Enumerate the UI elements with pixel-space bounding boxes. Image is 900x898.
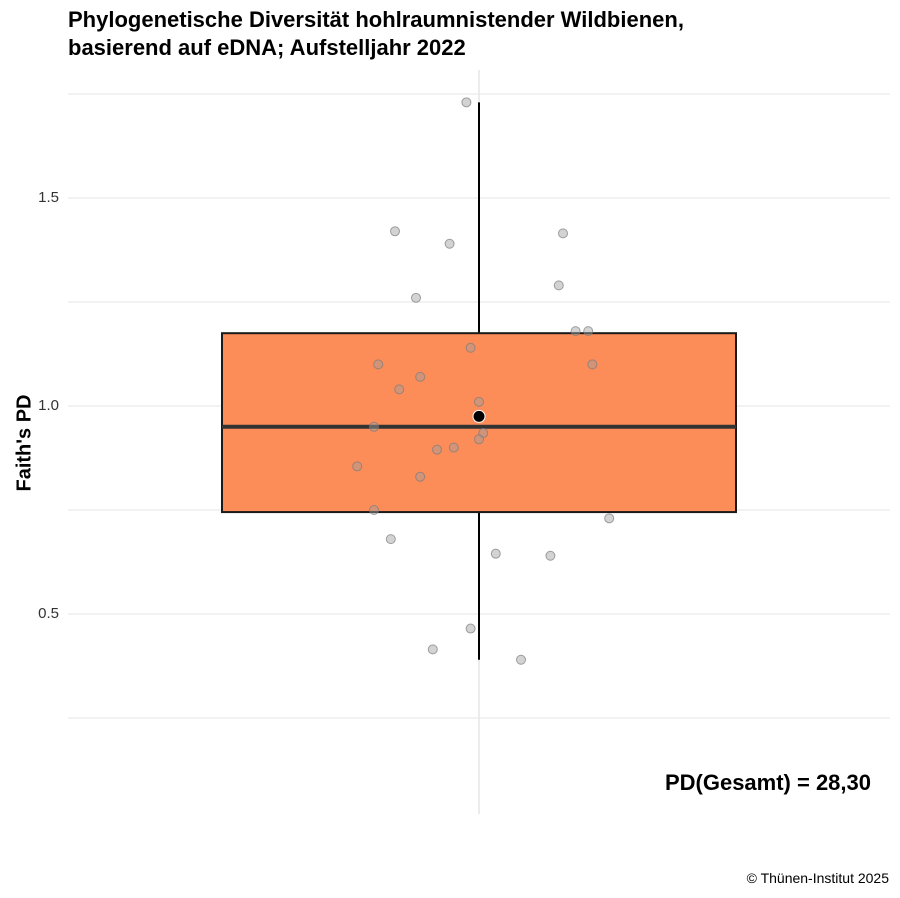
jitter-points <box>352 97 615 665</box>
data-point <box>369 421 379 432</box>
y-axis-ticks: 0.5 1.0 1.5 <box>38 189 59 622</box>
y-tick-label: 1.5 <box>38 189 59 206</box>
data-point <box>432 444 442 455</box>
y-tick-label: 1.0 <box>38 397 59 414</box>
copyright-caption: © Thünen-Institut 2025 <box>746 870 889 886</box>
data-point <box>583 326 594 337</box>
chart-title-line-1: Phylogenetische Diversität hohlraumniste… <box>68 7 684 32</box>
data-point <box>570 326 581 337</box>
data-point <box>604 513 615 524</box>
y-tick-label: 0.5 <box>38 605 59 622</box>
data-point <box>490 548 501 559</box>
data-point <box>587 359 598 370</box>
pd-total-annotation: PD(Gesamt) = 28,30 <box>665 770 871 795</box>
chart-title: Phylogenetische Diversität hohlraumniste… <box>68 6 684 62</box>
data-point <box>415 371 426 382</box>
data-point <box>558 228 568 239</box>
data-point <box>444 238 455 249</box>
y-axis-label: Faith's PD <box>13 395 35 492</box>
data-point <box>427 644 438 655</box>
data-point <box>516 654 526 665</box>
data-point <box>373 359 384 370</box>
data-point <box>390 226 400 237</box>
data-point <box>474 434 484 445</box>
data-point <box>465 623 476 634</box>
data-point <box>553 280 564 291</box>
data-point <box>545 550 556 561</box>
mean-point <box>472 409 486 423</box>
data-point <box>474 396 484 407</box>
data-point <box>411 292 421 303</box>
data-point <box>465 342 476 353</box>
data-point <box>352 461 363 472</box>
data-point <box>461 97 472 108</box>
data-point <box>448 442 459 453</box>
data-point <box>394 384 405 395</box>
data-point <box>369 505 379 515</box>
data-point <box>415 471 426 482</box>
data-point <box>385 534 396 545</box>
chart-title-line-2: basierend auf eDNA; Aufstelljahr 2022 <box>68 35 466 60</box>
